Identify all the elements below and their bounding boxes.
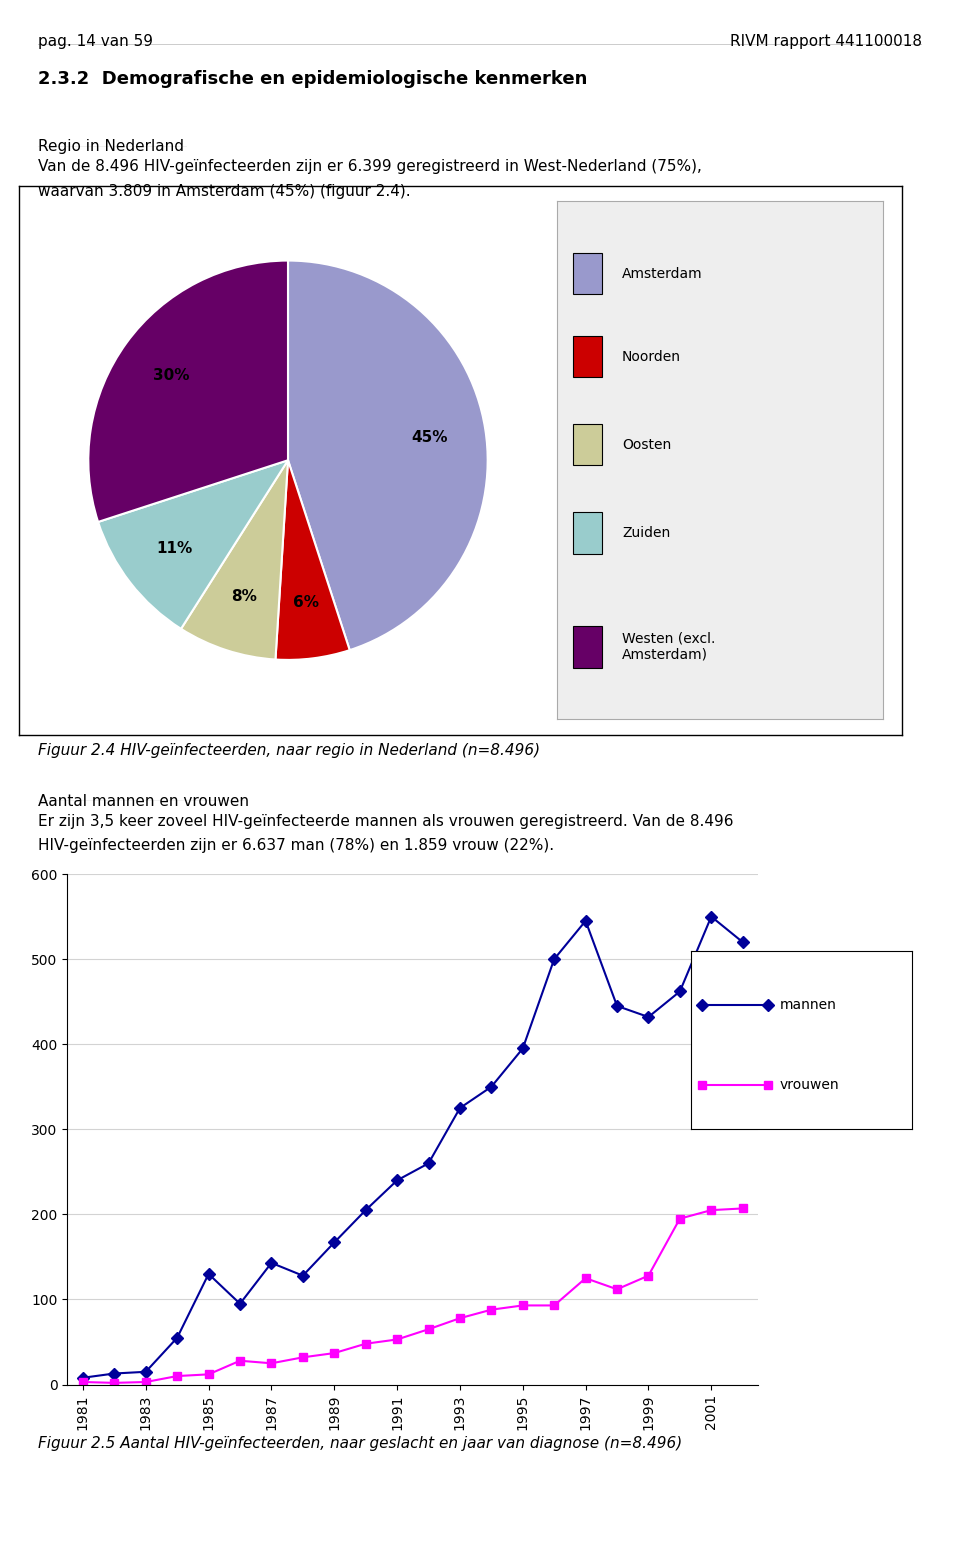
Text: vrouwen: vrouwen: [780, 1078, 839, 1092]
mannen: [140, 1363, 152, 1381]
Text: 11%: 11%: [156, 541, 193, 555]
Text: Van de 8.496 HIV-geïnfecteerden zijn er 6.399 geregistreerd in West-Nederland (7: Van de 8.496 HIV-geïnfecteerden zijn er …: [38, 159, 703, 200]
mannen: [454, 1098, 466, 1117]
Text: Zuiden: Zuiden: [622, 526, 670, 540]
vrouwen: [674, 1210, 685, 1228]
Text: pag. 14 van 59: pag. 14 van 59: [38, 34, 154, 50]
mannen: [234, 1295, 246, 1313]
vrouwen: [234, 1352, 246, 1371]
mannen: [612, 996, 623, 1015]
mannen: [297, 1267, 308, 1286]
Text: Aantal mannen en vrouwen: Aantal mannen en vrouwen: [38, 794, 250, 809]
Text: 8%: 8%: [230, 589, 256, 605]
vrouwen: [266, 1354, 277, 1372]
Text: Amsterdam: Amsterdam: [622, 266, 703, 280]
vrouwen: [108, 1374, 120, 1392]
Wedge shape: [181, 461, 288, 659]
mannen: [580, 911, 591, 930]
vrouwen: [486, 1301, 497, 1320]
vrouwen: [422, 1320, 434, 1338]
vrouwen: [612, 1279, 623, 1298]
mannen: [328, 1233, 340, 1252]
vrouwen: [454, 1309, 466, 1327]
mannen: [203, 1265, 214, 1284]
Text: mannen: mannen: [780, 998, 836, 1012]
Bar: [573, 424, 603, 466]
Wedge shape: [288, 260, 488, 650]
mannen: [392, 1171, 403, 1190]
mannen: [422, 1154, 434, 1173]
vrouwen: [548, 1296, 560, 1315]
vrouwen: [140, 1372, 152, 1391]
Text: 2.3.2  Demografische en epidemiologische kenmerken: 2.3.2 Demografische en epidemiologische …: [38, 70, 588, 88]
mannen: [172, 1329, 183, 1347]
mannen: [77, 1369, 88, 1388]
mannen: [706, 907, 717, 925]
Wedge shape: [88, 260, 288, 521]
Wedge shape: [276, 461, 349, 661]
mannen: [548, 950, 560, 968]
vrouwen: [737, 1199, 749, 1217]
Bar: [573, 254, 603, 294]
vrouwen: [328, 1344, 340, 1363]
mannen: [642, 1007, 654, 1026]
vrouwen: [517, 1296, 529, 1315]
vrouwen: [642, 1267, 654, 1286]
Text: 45%: 45%: [412, 430, 448, 446]
Text: Figuur 2.4 HIV-geïnfecteerden, naar regio in Nederland (n=8.496): Figuur 2.4 HIV-geïnfecteerden, naar regi…: [38, 743, 540, 758]
mannen: [360, 1200, 372, 1219]
mannen: [674, 982, 685, 1001]
Line: mannen: mannen: [79, 913, 747, 1381]
vrouwen: [706, 1200, 717, 1219]
vrouwen: [172, 1368, 183, 1386]
vrouwen: [580, 1269, 591, 1287]
vrouwen: [392, 1330, 403, 1349]
vrouwen: [360, 1335, 372, 1354]
Text: RIVM rapport 441100018: RIVM rapport 441100018: [730, 34, 922, 50]
vrouwen: [77, 1372, 88, 1391]
Text: 30%: 30%: [154, 368, 190, 384]
vrouwen: [203, 1364, 214, 1383]
Wedge shape: [98, 461, 288, 628]
Bar: [573, 336, 603, 377]
vrouwen: [297, 1347, 308, 1366]
Text: Oosten: Oosten: [622, 438, 671, 452]
mannen: [486, 1077, 497, 1095]
mannen: [108, 1364, 120, 1383]
mannen: [266, 1253, 277, 1272]
mannen: [517, 1040, 529, 1058]
Text: Regio in Nederland: Regio in Nederland: [38, 139, 184, 155]
Line: vrouwen: vrouwen: [79, 1204, 747, 1388]
Text: 6%: 6%: [293, 596, 319, 611]
Text: Westen (excl.
Amsterdam): Westen (excl. Amsterdam): [622, 631, 715, 662]
mannen: [737, 933, 749, 951]
Text: Er zijn 3,5 keer zoveel HIV-geïnfecteerde mannen als vrouwen geregistreerd. Van : Er zijn 3,5 keer zoveel HIV-geïnfecteerd…: [38, 814, 733, 854]
Bar: [573, 627, 603, 667]
Text: Noorden: Noorden: [622, 350, 681, 364]
Text: Figuur 2.5 Aantal HIV-geïnfecteerden, naar geslacht en jaar van diagnose (n=8.49: Figuur 2.5 Aantal HIV-geïnfecteerden, na…: [38, 1436, 683, 1451]
Bar: [573, 512, 603, 554]
